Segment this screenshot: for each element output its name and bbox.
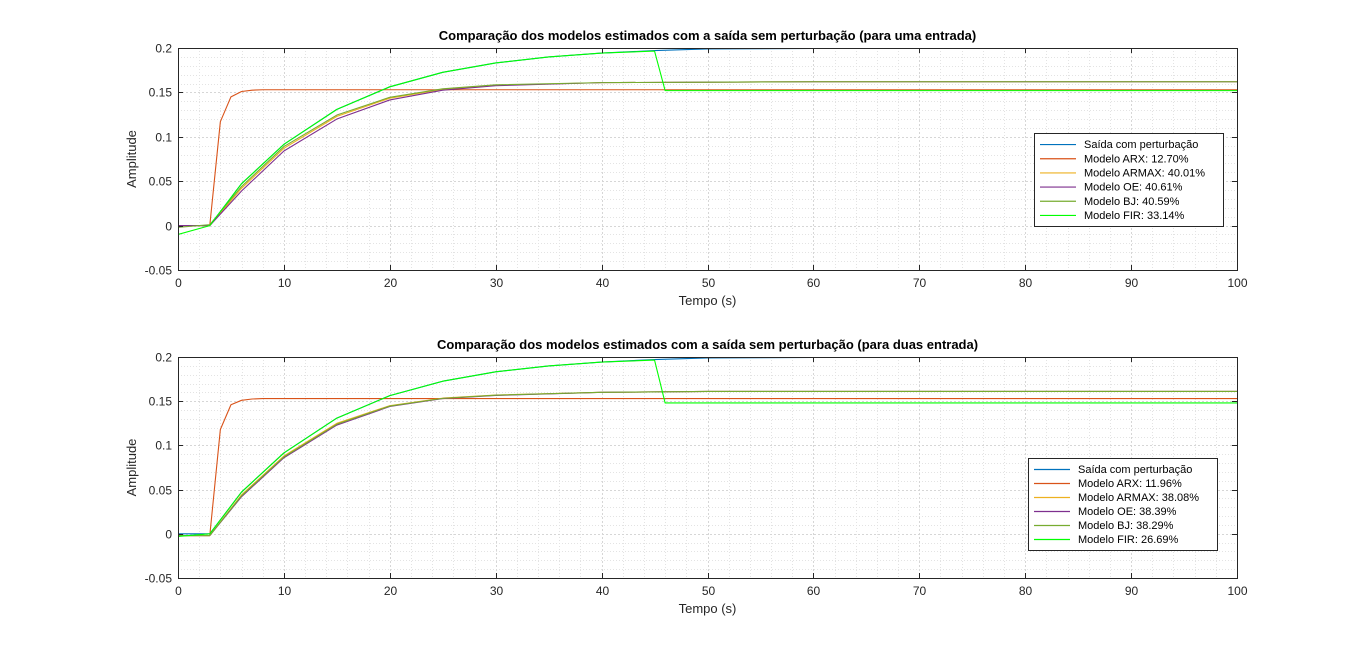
legend-box [1034, 133, 1224, 227]
series-line-6 [178, 359, 1237, 537]
x-tick-label: 70 [913, 276, 927, 290]
legend-label-5: Modelo BJ: 40.59% [1084, 196, 1180, 208]
legend-label-2: Modelo ARX: 12.70% [1084, 153, 1189, 165]
series-line-5 [178, 390, 1237, 537]
y-tick-label: 0 [165, 220, 172, 234]
series-group [178, 48, 1237, 236]
x-tick-label: 10 [278, 276, 292, 290]
y-axis-label: Amplitude [124, 439, 139, 497]
y-tick-label: -0.05 [145, 264, 173, 278]
y-tick-label: 0.2 [155, 351, 172, 365]
y-tick-label: 0.15 [149, 86, 173, 100]
chart-title: Comparação dos modelos estimados com a s… [437, 337, 978, 352]
y-tick-label: 0.1 [155, 131, 172, 145]
legend-label-3: Modelo ARMAX: 38.08% [1078, 492, 1199, 504]
y-tick-label: -0.05 [145, 572, 173, 586]
x-tick-label: 20 [384, 276, 398, 290]
x-tick-label: 80 [1019, 276, 1033, 290]
series-line-2 [178, 89, 1237, 227]
legend-label-6: Modelo FIR: 26.69% [1078, 534, 1178, 546]
x-tick-label: 30 [490, 584, 504, 598]
x-tick-label: 0 [175, 584, 182, 598]
x-tick-label: 40 [596, 276, 610, 290]
legend-label-4: Modelo OE: 38.39% [1078, 506, 1177, 518]
legend-label-6: Modelo FIR: 33.14% [1084, 210, 1184, 222]
x-tick-label: 100 [1227, 276, 1247, 290]
y-tick-label: 0.1 [155, 439, 172, 453]
legend-label-4: Modelo OE: 40.61% [1084, 182, 1183, 194]
series-line-5 [178, 81, 1237, 228]
x-tick-label: 90 [1125, 276, 1139, 290]
x-tick-label: 50 [702, 584, 716, 598]
legend-label-1: Saída com perturbação [1078, 464, 1192, 476]
legend-label-5: Modelo BJ: 38.29% [1078, 520, 1174, 532]
y-tick-label: 0 [165, 528, 172, 542]
legend-box [1028, 458, 1218, 551]
x-tick-label: 100 [1227, 584, 1247, 598]
x-tick-label: 70 [913, 584, 927, 598]
legend: Saída com perturbação Modelo ARX: 11.96% M… [1028, 458, 1218, 551]
x-tick-label: 80 [1019, 584, 1033, 598]
y-axis-label: Amplitude [124, 130, 139, 188]
x-tick-label: 60 [807, 276, 821, 290]
x-tick-label: 30 [490, 276, 504, 290]
x-tick-label: 20 [384, 584, 398, 598]
series-line-6 [178, 50, 1237, 236]
tick-marks [178, 48, 1238, 271]
chart-title: Comparação dos modelos estimados com a s… [439, 28, 977, 43]
legend-label-3: Modelo ARMAX: 40.01% [1084, 167, 1205, 179]
legend-label-1: Saída com perturbação [1084, 139, 1198, 151]
x-tick-label: 10 [278, 584, 292, 598]
x-tick-label: 60 [807, 584, 821, 598]
x-tick-label: 90 [1125, 584, 1139, 598]
series-line-2 [178, 397, 1237, 537]
x-tick-label: 40 [596, 584, 610, 598]
x-tick-label: 0 [175, 276, 182, 290]
tick-marks [178, 357, 1238, 579]
chart-2: 0 10 20 30 40 50 60 70 80 90 100-0.0500.050.10.150… [124, 337, 1248, 616]
x-tick-label: 50 [702, 276, 716, 290]
x-axis-label: Tempo (s) [679, 601, 737, 616]
y-tick-label: 0.05 [149, 484, 173, 498]
chart-1: 0 10 20 30 40 50 60 70 80 90 100-0.0500.050.10.150… [124, 28, 1248, 308]
y-tick-label: 0.2 [155, 42, 172, 56]
legend-label-2: Modelo ARX: 11.96% [1078, 478, 1182, 490]
x-axis-label: Tempo (s) [679, 293, 737, 308]
legend: Saída com perturbação Modelo ARX: 12.70% M… [1034, 133, 1224, 227]
y-tick-label: 0.15 [149, 395, 173, 409]
y-tick-label: 0.05 [149, 175, 173, 189]
